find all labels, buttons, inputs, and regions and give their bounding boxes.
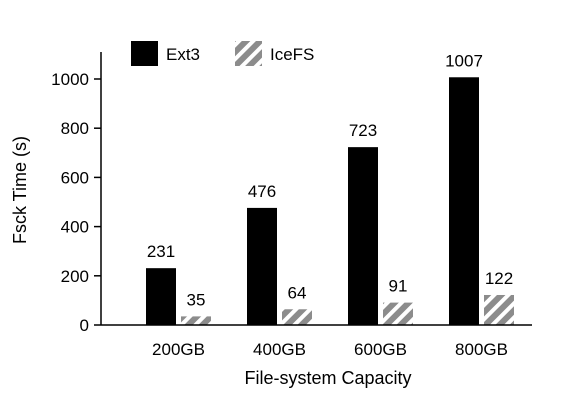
data-label: 35 (187, 290, 206, 309)
plot-area: 231 35 476 64 723 91 1007 122 (146, 51, 514, 325)
data-label: 122 (485, 269, 513, 288)
y-axis-label: Fsck Time (s) (10, 136, 30, 244)
legend-label-icefs: IceFS (270, 45, 314, 64)
data-label: 476 (248, 182, 276, 201)
data-label: 1007 (445, 51, 483, 70)
data-label: 723 (349, 121, 377, 140)
x-tick-label: 200GB (152, 340, 205, 359)
data-label: 231 (147, 242, 175, 261)
y-tick-label: 400 (61, 218, 89, 237)
legend-label-ext3: Ext3 (166, 45, 200, 64)
bar-icefs-600gb (383, 303, 413, 325)
x-axis-label: File-system Capacity (244, 368, 411, 388)
bar-icefs-200gb (181, 316, 211, 325)
data-label: 64 (288, 283, 307, 302)
bar-ext3-400gb (247, 208, 277, 325)
bar-icefs-400gb (282, 309, 312, 325)
y-tick-label: 200 (61, 267, 89, 286)
y-tick-label: 1000 (51, 70, 89, 89)
x-tick-label: 600GB (354, 340, 407, 359)
legend-swatch-icefs (235, 41, 262, 66)
y-tick-label: 600 (61, 168, 89, 187)
x-tick-label: 400GB (253, 340, 306, 359)
bar-ext3-200gb (146, 268, 176, 325)
legend-swatch-ext3 (131, 41, 158, 66)
y-tick-label: 800 (61, 119, 89, 138)
y-tick-label: 0 (80, 316, 89, 335)
x-tick-label: 800GB (455, 340, 508, 359)
legend: Ext3 IceFS (131, 41, 314, 66)
bar-icefs-800gb (484, 295, 514, 325)
bar-ext3-600gb (348, 147, 378, 325)
bar-ext3-800gb (449, 77, 479, 325)
data-label: 91 (389, 277, 408, 296)
